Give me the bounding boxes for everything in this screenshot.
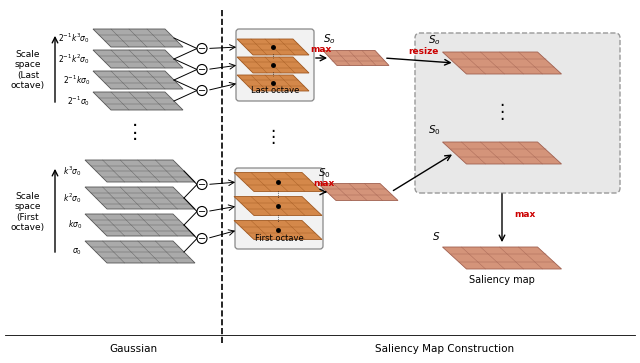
Text: .: . [132, 118, 138, 138]
Polygon shape [93, 50, 183, 68]
Text: Last octave: Last octave [251, 86, 299, 95]
Text: .: . [499, 92, 504, 110]
Text: Saliency map: Saliency map [469, 275, 535, 285]
Circle shape [197, 233, 207, 244]
Text: −: − [198, 86, 206, 96]
Polygon shape [237, 57, 309, 73]
Text: −: − [198, 207, 206, 217]
Circle shape [197, 179, 207, 189]
Text: Gaussian: Gaussian [109, 344, 157, 354]
Polygon shape [93, 29, 183, 47]
Text: max: max [310, 45, 331, 54]
Polygon shape [85, 160, 195, 182]
Text: $S_o$: $S_o$ [323, 33, 336, 46]
Text: .: . [270, 130, 276, 147]
Text: $S_0$: $S_0$ [318, 166, 331, 179]
Polygon shape [323, 50, 389, 65]
Text: −: − [198, 234, 206, 244]
Text: $S$: $S$ [432, 230, 440, 242]
Text: .: . [270, 123, 276, 142]
Text: .: . [132, 111, 138, 131]
Text: $S_o$: $S_o$ [428, 33, 440, 47]
Text: .: . [499, 106, 504, 124]
Polygon shape [85, 241, 195, 263]
Polygon shape [442, 247, 561, 269]
FancyBboxPatch shape [235, 168, 323, 249]
Polygon shape [85, 214, 195, 236]
Polygon shape [442, 52, 561, 74]
Polygon shape [237, 75, 309, 91]
Text: −: − [198, 180, 206, 190]
Text: −: − [198, 65, 206, 75]
Polygon shape [85, 187, 195, 209]
Text: $S_0$: $S_0$ [428, 123, 440, 137]
Text: max: max [313, 179, 334, 188]
Polygon shape [93, 92, 183, 110]
Text: Scale
space
(First
octave): Scale space (First octave) [11, 192, 45, 232]
Circle shape [197, 86, 207, 95]
Polygon shape [237, 39, 309, 55]
Text: $2^{-1}\sigma_0$: $2^{-1}\sigma_0$ [67, 94, 90, 108]
FancyBboxPatch shape [236, 29, 314, 101]
Polygon shape [442, 142, 561, 164]
Text: $2^{-1}k\sigma_0$: $2^{-1}k\sigma_0$ [63, 73, 90, 87]
Text: Saliency Map Construction: Saliency Map Construction [376, 344, 515, 354]
Polygon shape [234, 196, 322, 216]
Text: resize: resize [408, 48, 438, 57]
Circle shape [197, 44, 207, 53]
Text: .: . [270, 118, 276, 135]
Text: Scale
space
(Last
octave): Scale space (Last octave) [11, 50, 45, 90]
Text: $k\sigma_0$: $k\sigma_0$ [68, 219, 82, 231]
Polygon shape [234, 220, 322, 240]
Text: $\sigma_0$: $\sigma_0$ [72, 247, 82, 257]
Text: .: . [132, 126, 138, 144]
Text: $k^2\sigma_0$: $k^2\sigma_0$ [63, 191, 82, 205]
Polygon shape [318, 184, 398, 200]
Text: $2^{-1}k^2\sigma_0$: $2^{-1}k^2\sigma_0$ [58, 52, 90, 66]
Circle shape [197, 207, 207, 216]
Text: .: . [499, 99, 504, 117]
FancyBboxPatch shape [415, 33, 620, 193]
Polygon shape [93, 71, 183, 89]
Text: max: max [514, 210, 535, 219]
Text: $2^{-1}k^3\sigma_0$: $2^{-1}k^3\sigma_0$ [58, 31, 90, 45]
Polygon shape [234, 172, 322, 192]
Text: First octave: First octave [255, 234, 303, 243]
Text: $k^3\sigma_0$: $k^3\sigma_0$ [63, 164, 82, 178]
Circle shape [197, 65, 207, 74]
Text: −: − [198, 44, 206, 54]
